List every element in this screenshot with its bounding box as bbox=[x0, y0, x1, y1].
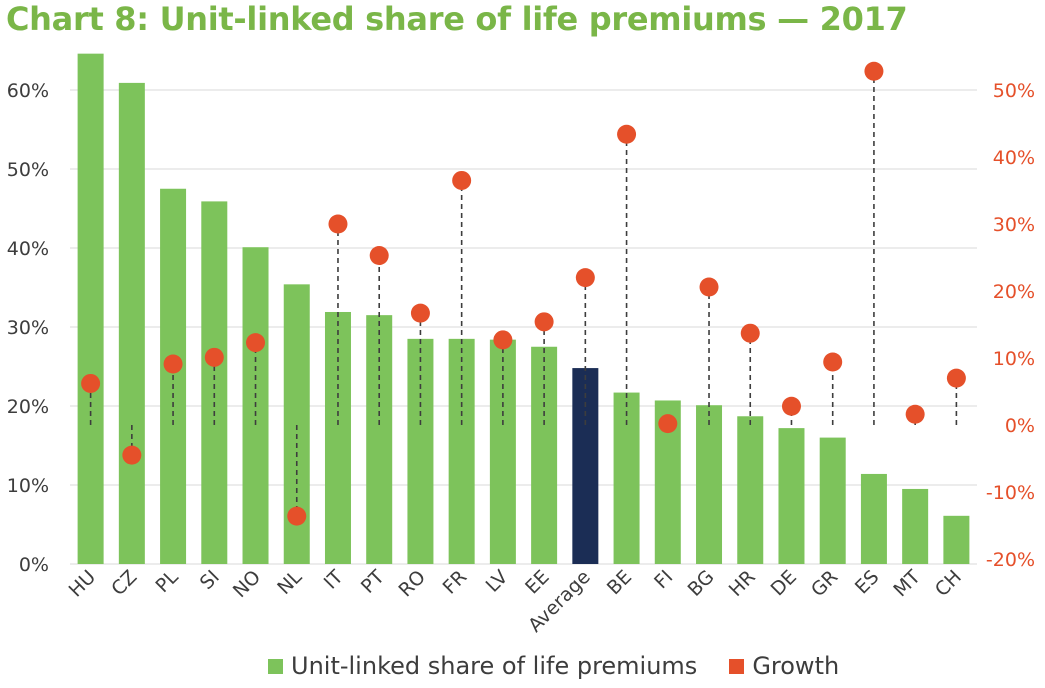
x-tick-label: MT bbox=[889, 566, 925, 602]
right-tick-label: 40% bbox=[993, 147, 1035, 169]
chart-title: Chart 8: Unit-linked share of life premi… bbox=[6, 0, 908, 38]
growth-point-de bbox=[781, 396, 801, 416]
bar-ee bbox=[531, 346, 558, 564]
legend-swatch-growth bbox=[729, 658, 745, 674]
x-tick-label: GR bbox=[807, 566, 842, 601]
x-tick-label: NO bbox=[229, 566, 265, 602]
growth-point-cz bbox=[122, 445, 142, 465]
bar-cz bbox=[118, 82, 145, 564]
bar-si bbox=[201, 201, 228, 564]
bar-it bbox=[324, 311, 351, 564]
left-axis-ticks: 0% 10% 20% 30% 40% 50% 60% bbox=[7, 80, 49, 576]
x-tick-label: BE bbox=[603, 566, 636, 599]
x-tick-label: FR bbox=[439, 566, 472, 599]
right-tick-label: 50% bbox=[993, 80, 1035, 102]
bar-average bbox=[572, 368, 599, 564]
left-tick-label: 30% bbox=[7, 317, 49, 339]
x-tick-label: BG bbox=[684, 566, 719, 601]
bar-mt bbox=[902, 488, 929, 564]
left-tick-label: 20% bbox=[7, 396, 49, 418]
growth-point-fi bbox=[658, 414, 678, 434]
bar-hu bbox=[77, 53, 104, 564]
x-tick-label: PT bbox=[357, 566, 389, 598]
left-tick-label: 0% bbox=[19, 554, 49, 576]
growth-point-average bbox=[575, 268, 595, 288]
x-tick-label: EE bbox=[521, 566, 554, 599]
bar-de bbox=[778, 428, 805, 564]
growth-point-hu bbox=[81, 373, 101, 393]
x-tick-label: DE bbox=[767, 566, 801, 600]
bar-fr bbox=[448, 338, 475, 564]
growth-point-be bbox=[617, 124, 637, 144]
bars-layer bbox=[77, 53, 970, 564]
growth-point-pl bbox=[163, 354, 183, 374]
growth-point-ee bbox=[534, 312, 554, 332]
bar-lv bbox=[489, 339, 516, 564]
bar-be bbox=[613, 392, 640, 564]
right-axis-ticks: -20% -10% 0% 10% 20% 30% 40% 50% bbox=[986, 80, 1035, 571]
left-tick-label: 10% bbox=[7, 475, 49, 497]
bar-ch bbox=[943, 515, 970, 564]
growth-point-ch bbox=[946, 368, 966, 388]
growth-point-fr bbox=[452, 170, 472, 190]
bar-es bbox=[860, 473, 887, 564]
right-tick-label: -10% bbox=[986, 482, 1035, 504]
growth-point-nl bbox=[287, 506, 307, 526]
growth-point-bg bbox=[699, 277, 719, 297]
bar-bg bbox=[696, 405, 723, 564]
growth-point-no bbox=[246, 333, 266, 353]
legend-label-growth: Growth bbox=[752, 652, 840, 680]
x-tick-label: FI bbox=[650, 566, 677, 593]
left-tick-label: 50% bbox=[7, 159, 49, 181]
legend-swatch-share bbox=[268, 658, 283, 674]
x-tick-label: SI bbox=[196, 566, 224, 594]
growth-point-si bbox=[204, 347, 224, 367]
x-tick-label: RO bbox=[394, 566, 429, 601]
legend-label-share: Unit-linked share of life premiums bbox=[291, 652, 698, 680]
right-tick-label: 30% bbox=[993, 214, 1035, 236]
bar-hr bbox=[737, 416, 764, 564]
growth-dots-layer bbox=[81, 61, 966, 526]
growth-point-it bbox=[328, 214, 348, 234]
x-tick-label: PL bbox=[151, 566, 182, 597]
x-tick-label: CH bbox=[931, 566, 966, 601]
legend-item-share: Unit-linked share of life premiums bbox=[268, 652, 697, 680]
x-tick-label: IT bbox=[320, 566, 348, 594]
right-tick-label: 20% bbox=[993, 281, 1035, 303]
x-tick-label: HU bbox=[65, 566, 100, 601]
left-tick-label: 40% bbox=[7, 238, 49, 260]
growth-point-es bbox=[864, 61, 884, 81]
x-tick-label: CZ bbox=[107, 566, 141, 600]
left-tick-label: 60% bbox=[7, 80, 49, 102]
growth-point-gr bbox=[823, 352, 843, 372]
right-tick-label: 0% bbox=[1005, 415, 1035, 437]
x-tick-label: HR bbox=[725, 566, 760, 601]
legend-item-growth: Growth bbox=[729, 652, 839, 680]
growth-point-lv bbox=[493, 330, 513, 350]
growth-stems-layer bbox=[89, 71, 958, 517]
growth-point-pt bbox=[369, 245, 389, 265]
right-tick-label: -20% bbox=[986, 549, 1035, 571]
growth-point-hr bbox=[740, 323, 760, 343]
x-tick-label: LV bbox=[482, 566, 513, 597]
bar-ro bbox=[407, 338, 434, 564]
growth-point-mt bbox=[905, 404, 925, 424]
x-tick-label: ES bbox=[851, 566, 884, 599]
right-tick-label: 10% bbox=[993, 348, 1035, 370]
legend: Unit-linked share of life premiums Growt… bbox=[268, 652, 871, 680]
x-tick-label: NL bbox=[273, 566, 306, 599]
bar-pt bbox=[366, 315, 393, 564]
bar-gr bbox=[819, 437, 846, 564]
growth-point-ro bbox=[410, 303, 430, 323]
